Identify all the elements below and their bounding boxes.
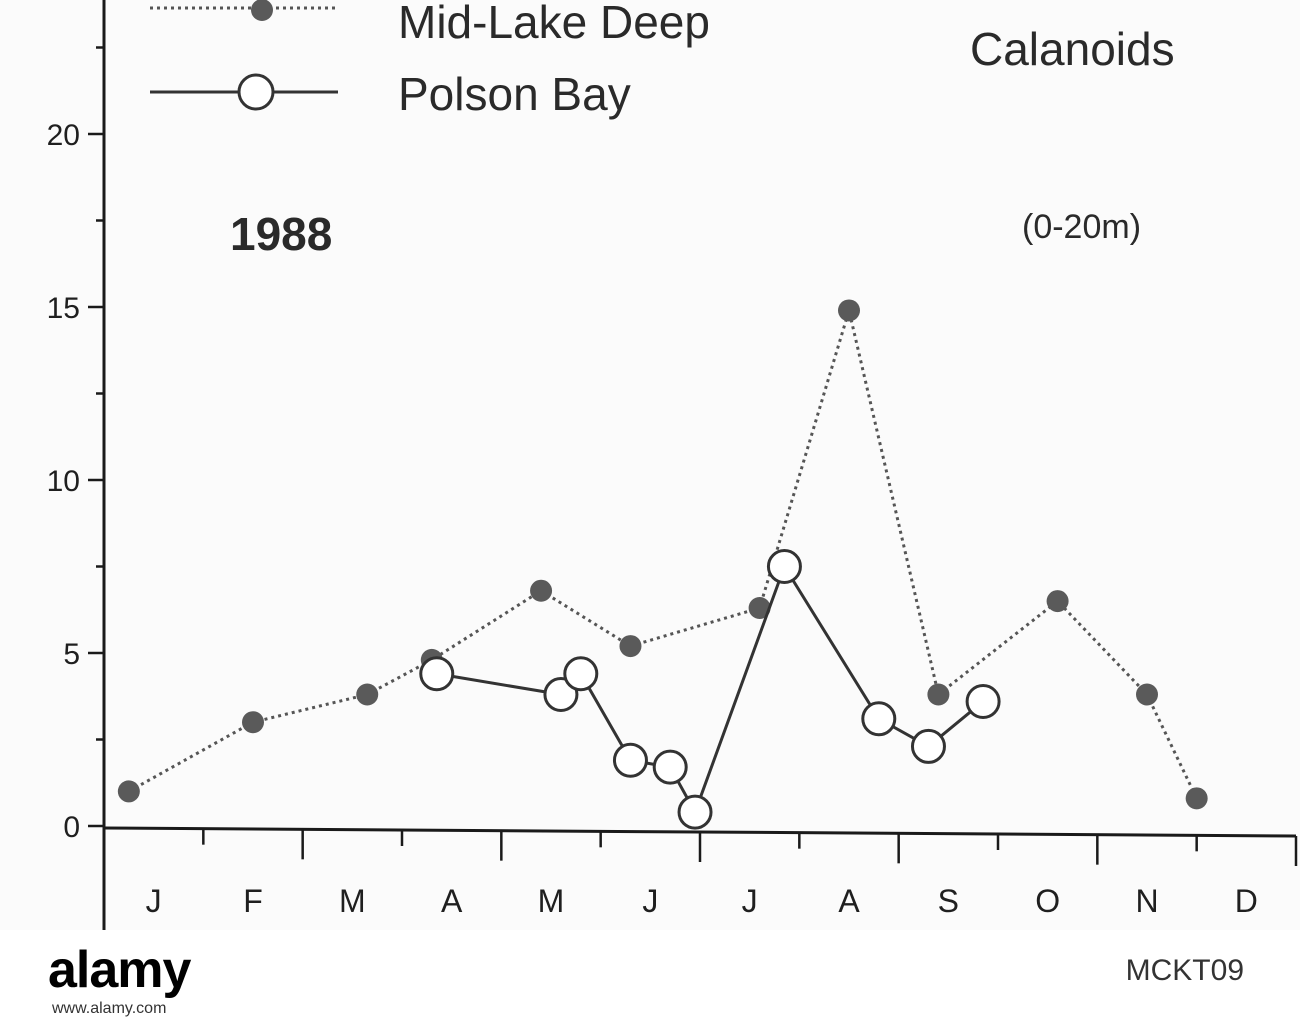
- x-tick-label-o: O: [1035, 883, 1060, 919]
- data-point-mid-lake-deep: [1185, 787, 1208, 810]
- data-point-polson-bay: [861, 701, 897, 737]
- year-annotation: 1988: [230, 208, 332, 260]
- y-tick-label: 0: [63, 811, 80, 844]
- legend-label-mid-lake: Mid-Lake Deep: [398, 0, 710, 48]
- chart-area: 0 5 10 15 20 J F M A M J J A S O N D Mid-Lake Deep Polso…: [46, 0, 1298, 930]
- brand-url: www.alamy.com: [52, 1000, 167, 1017]
- x-tick-label-d: D: [1235, 883, 1258, 919]
- data-point-mid-lake-deep: [838, 299, 860, 322]
- x-tick-label-j: J: [642, 883, 658, 919]
- data-point-polson-bay: [563, 656, 599, 692]
- y-tick-label: 10: [47, 465, 80, 498]
- legend-marker-mid-lake: [251, 0, 273, 21]
- series-layer: [117, 299, 1208, 830]
- chart-title: Calanoids: [970, 23, 1175, 75]
- y-tick-label: 5: [63, 638, 80, 671]
- data-point-mid-lake-deep: [927, 683, 950, 706]
- axes: 0 5 10 15 20 J F M A M J J A S O N D: [47, 0, 1298, 930]
- data-point-mid-lake-deep: [530, 579, 553, 602]
- x-tick-label-m: M: [339, 883, 366, 919]
- data-point-polson-bay: [677, 794, 713, 830]
- data-point-mid-lake-deep: [356, 683, 379, 706]
- x-tick-label-f: F: [243, 883, 263, 919]
- legend: Mid-Lake Deep Polson Bay: [150, 0, 710, 120]
- y-tick-label: 20: [47, 119, 80, 152]
- x-tick-label-m: M: [538, 883, 565, 919]
- data-point-polson-bay: [910, 728, 946, 764]
- data-point-polson-bay: [612, 742, 648, 778]
- x-tick-label-a: A: [838, 883, 860, 919]
- x-tick-label-n: N: [1135, 883, 1158, 919]
- watermark-footer: alamy www.alamy.com MCKT09: [0, 930, 1300, 1019]
- legend-label-polson: Polson Bay: [398, 68, 631, 120]
- data-point-mid-lake-deep: [619, 635, 642, 658]
- data-point-mid-lake-deep: [1046, 590, 1069, 613]
- data-point-mid-lake-deep: [748, 597, 771, 620]
- data-point-polson-bay: [419, 656, 455, 692]
- x-tick-label-a: A: [441, 883, 463, 919]
- data-point-mid-lake-deep: [117, 780, 140, 803]
- data-point-polson-bay: [652, 749, 688, 785]
- x-tick-label-j: J: [146, 883, 162, 919]
- depth-annotation: (0-20m): [1022, 208, 1141, 246]
- x-tick-label-s: S: [938, 883, 959, 919]
- y-tick-label: 15: [47, 292, 80, 325]
- image-id: MCKT09: [1125, 954, 1244, 987]
- x-tick-label-j: J: [742, 883, 758, 919]
- data-point-mid-lake-deep: [1136, 683, 1158, 706]
- brand-logo: alamy: [48, 941, 191, 999]
- data-point-mid-lake-deep: [242, 711, 264, 734]
- series-line-mid-lake-deep: [128, 304, 1199, 799]
- annotations: Calanoids 1988 (0-20m): [230, 23, 1175, 260]
- data-point-polson-bay: [965, 683, 1001, 719]
- chart-svg: 0 5 10 15 20 J F M A M J J A S O N D Mid-Lake Deep Polso…: [47, 0, 1298, 930]
- legend-marker-polson: [237, 73, 275, 111]
- data-point-polson-bay: [766, 549, 802, 584]
